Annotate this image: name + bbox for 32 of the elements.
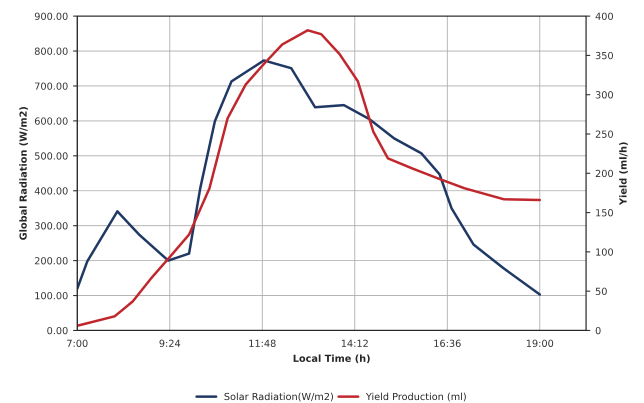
x-axis-title: Local Time (h) (294, 354, 370, 364)
y-tick-label: 700.00 (35, 82, 68, 90)
y2-axis-title: Yield (ml/h) (619, 142, 628, 206)
y2-tick-label: 50 (596, 288, 607, 295)
y-tick-label: 0.00 (47, 326, 68, 334)
y2-tick-label: 300 (596, 91, 613, 99)
y-tick-label: 200.00 (34, 257, 68, 264)
legend-label: Yield Production (ml) (366, 392, 466, 402)
x-tick-label: 19:00 (526, 340, 554, 348)
y-tick-label: 400.00 (34, 187, 68, 195)
y2-tick-label: 150 (596, 209, 613, 216)
x-tick-label: 14:12 (342, 340, 368, 347)
x-tick-label: 7:00 (67, 340, 88, 348)
y2-tick-label: 350 (596, 52, 613, 60)
y-tick-label: 300.00 (34, 222, 68, 230)
y-tick-label: 900.00 (34, 12, 68, 20)
x-tick-label: 9:24 (159, 340, 180, 348)
y-tick-label: 800.00 (34, 48, 68, 55)
y2-tick-label: 400 (596, 12, 613, 20)
y2-tick-label: 200 (596, 170, 613, 178)
y-tick-label: 500.00 (34, 152, 68, 160)
y-tick-label: 600.00 (34, 117, 68, 125)
y2-tick-label: 100 (596, 248, 613, 256)
y2-tick-label: 0 (596, 326, 601, 334)
x-tick-label: 11:48 (249, 340, 276, 348)
line-series (77, 59, 542, 296)
x-tick-label: 16:36 (434, 340, 461, 348)
y-tick-label: 100.00 (35, 292, 68, 300)
y-axis-title: Global Radiation (W/m2) (19, 107, 28, 240)
legend-label: Solar Radiation(W/m2) (224, 392, 333, 402)
y2-tick-label: 250 (596, 130, 613, 138)
line-series (77, 29, 542, 327)
